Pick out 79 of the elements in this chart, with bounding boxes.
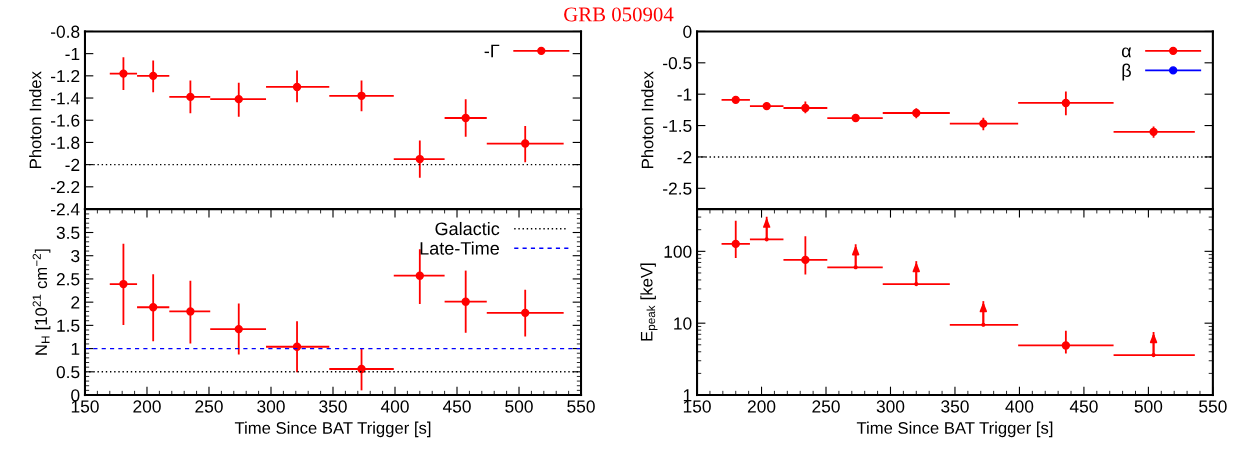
- x-tick-label: 350: [319, 400, 347, 413]
- y-tick-label: 1: [683, 389, 692, 402]
- x-tick-label: 150: [71, 400, 99, 413]
- point: [119, 69, 128, 78]
- x-tick-label: 350: [941, 400, 969, 413]
- point: [521, 139, 530, 148]
- y-tick-label: 0: [683, 25, 692, 38]
- y-tick-label: -2.4: [50, 203, 80, 216]
- y-tick-label: 10: [674, 317, 692, 330]
- y-tick-label: 0: [71, 389, 80, 402]
- point: [521, 308, 530, 317]
- point: [186, 307, 195, 316]
- y-tick-label: -2.5: [663, 182, 692, 195]
- y-tick-label: 3.5: [56, 226, 80, 239]
- point: [1061, 98, 1071, 108]
- y-tick-label: -1.4: [50, 92, 80, 105]
- x-axis-title: Time Since BAT Trigger [s]: [234, 421, 431, 438]
- legend-label: Late-Time: [420, 241, 499, 255]
- x-axis-title: Time Since BAT Trigger [s]: [856, 421, 1053, 438]
- y-tick-label: -1.2: [50, 70, 80, 83]
- x-tick-label: 500: [505, 400, 533, 413]
- point: [149, 303, 158, 312]
- x-tick-label: 300: [876, 400, 905, 413]
- point: [292, 82, 302, 92]
- y-tick-label: -1.5: [663, 119, 692, 133]
- point: [149, 71, 158, 80]
- point: [186, 92, 195, 102]
- point: [234, 94, 243, 104]
- legend-label: Galactic: [435, 221, 500, 236]
- y-tick-label: 1: [71, 342, 80, 355]
- y-tick-label: 100: [664, 245, 692, 258]
- x-tick-label: 250: [812, 400, 840, 413]
- y-tick-label: 0.5: [56, 365, 80, 379]
- legend-label: -Γ: [484, 44, 500, 58]
- x-tick-label: 200: [747, 400, 776, 413]
- legend-label: α: [1121, 47, 1132, 58]
- point: [415, 154, 424, 164]
- y-axis-title: N$_{H}$ [10$^{21}$ cm$^{−2}$]: [32, 249, 51, 355]
- y-tick-label: -1.6: [50, 114, 80, 127]
- x-tick-label: 450: [1069, 400, 1098, 413]
- point: [1061, 341, 1071, 350]
- point: [461, 297, 470, 306]
- point: [357, 91, 366, 100]
- y-tick-label: 2: [71, 296, 80, 309]
- x-tick-label: 550: [1199, 400, 1227, 413]
- y-tick-label: -0.8: [50, 25, 80, 38]
- x-tick-label: 500: [1134, 400, 1163, 413]
- point: [415, 271, 424, 280]
- point: [461, 113, 470, 123]
- y-tick-label: -0.5: [663, 56, 692, 70]
- point: [357, 364, 366, 374]
- y-axis-title: Photon Index: [641, 71, 654, 168]
- y-axis-title: Photon Index: [29, 71, 42, 168]
- y-tick-label: -2: [65, 158, 80, 171]
- point: [119, 279, 128, 289]
- y-tick-label: -1: [677, 88, 692, 101]
- point: [234, 324, 243, 334]
- point: [1151, 352, 1156, 358]
- point: [731, 239, 740, 249]
- y-tick-label: -2: [677, 151, 692, 164]
- y-tick-label: -1: [65, 47, 80, 60]
- y-axis-title: E$_{peak}$ [keV]: [640, 263, 658, 341]
- point: [801, 255, 810, 265]
- x-tick-label: 200: [133, 400, 161, 413]
- y-tick-label: -2.2: [50, 180, 80, 194]
- x-tick-label: 150: [683, 400, 711, 413]
- y-tick-label: 3: [71, 249, 80, 263]
- x-tick-label: 450: [442, 400, 471, 413]
- x-tick-label: 400: [380, 400, 409, 413]
- y-tick-label: -1.8: [50, 136, 80, 149]
- y-tick-label: 1.5: [57, 319, 80, 332]
- chart-title: GRB 050904: [564, 7, 674, 22]
- point: [292, 342, 302, 351]
- x-tick-label: 300: [257, 400, 285, 413]
- legend-label: β: [1122, 63, 1131, 81]
- x-tick-label: 400: [1005, 400, 1034, 413]
- x-tick-label: 550: [567, 400, 595, 413]
- y-tick-label: 2.5: [56, 273, 80, 286]
- x-tick-label: 250: [195, 400, 223, 413]
